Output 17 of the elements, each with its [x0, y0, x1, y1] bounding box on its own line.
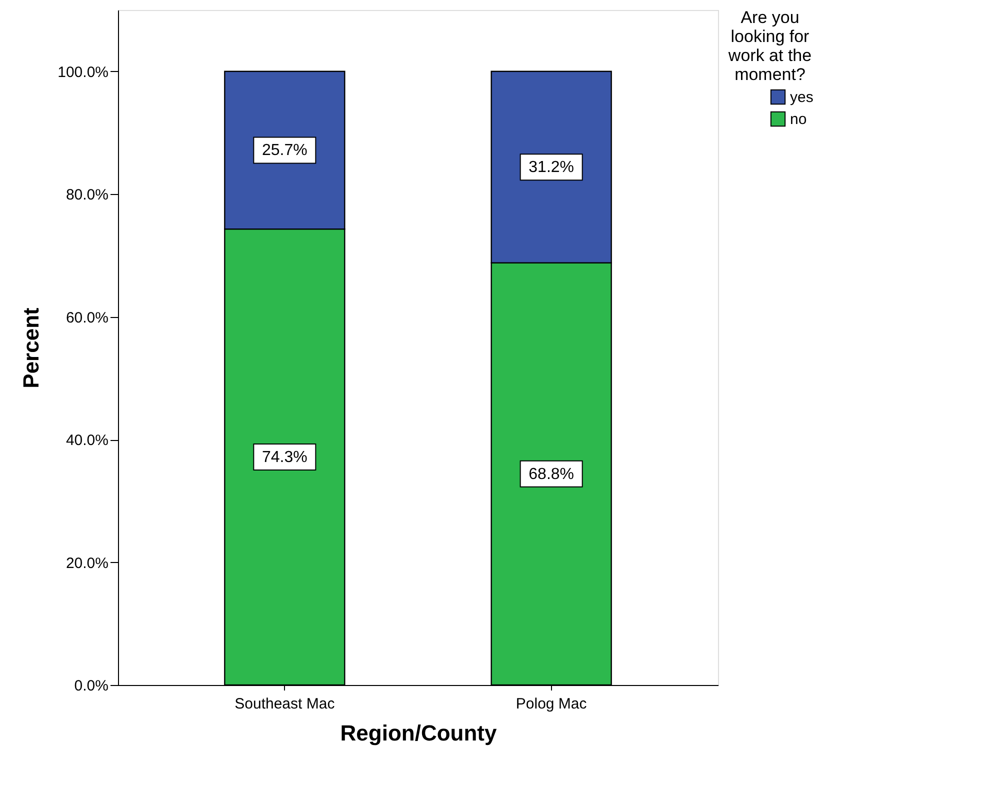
- y-tick-label: 0.0%: [74, 678, 108, 694]
- y-tick-label: 80.0%: [66, 186, 108, 204]
- y-tick-label: 60.0%: [66, 309, 108, 326]
- x-tick-label: Polog Mac: [516, 696, 588, 712]
- y-tick-label: 40.0%: [66, 432, 108, 450]
- y-axis-title: Percent: [18, 306, 44, 388]
- x-tick-label: Southeast Mac: [234, 696, 336, 712]
- y-tick-label: 20.0%: [66, 554, 108, 572]
- legend-label: no: [790, 111, 807, 128]
- data-label: 74.3%: [262, 449, 308, 466]
- legend-label: yes: [790, 89, 814, 106]
- y-tick-label: 100.0%: [58, 64, 108, 81]
- legend-title: Are you looking for work at the moment?: [727, 8, 812, 84]
- data-label: 25.7%: [262, 142, 308, 160]
- data-label: 68.8%: [528, 466, 574, 483]
- x-axis-title: Region/County: [340, 720, 498, 746]
- data-label: 31.2%: [528, 159, 574, 176]
